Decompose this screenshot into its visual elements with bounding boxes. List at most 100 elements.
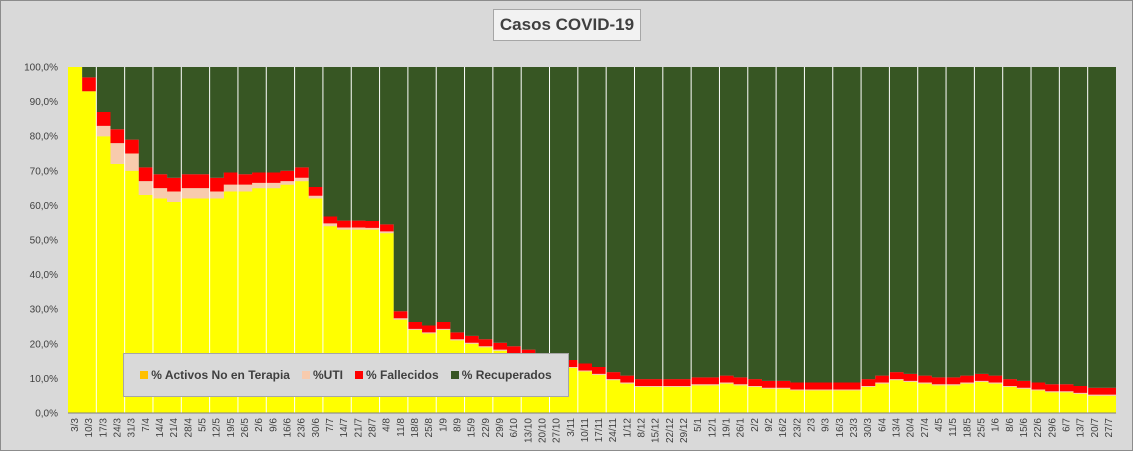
x-tick-label: 11/8	[396, 418, 407, 437]
x-tick-label: 18/8	[410, 418, 421, 438]
y-tick-label: 50,0%	[30, 236, 58, 247]
x-tick-label: 16/2	[778, 418, 789, 438]
x-tick-label: 26/5	[240, 418, 251, 438]
x-tick-label: 15/9	[467, 418, 478, 438]
x-tick-label: 4/8	[382, 418, 393, 432]
x-tick-label: 23/2	[792, 418, 803, 438]
legend-label-recuperados: % Recuperados	[461, 368, 552, 382]
x-tick-label: 8/9	[452, 418, 463, 432]
area-series-0	[68, 67, 1116, 413]
x-tick-label: 20/4	[906, 418, 917, 438]
x-tick-label: 3/11	[566, 418, 577, 437]
x-tick-label: 30/3	[863, 418, 874, 438]
x-tick-label: 13/7	[1076, 418, 1087, 438]
x-tick-label: 12/1	[707, 418, 718, 438]
x-tick-label: 4/5	[934, 418, 945, 432]
x-tick-label: 2/6	[254, 418, 265, 432]
x-tick-label: 21/4	[169, 418, 180, 438]
x-tick-label: 19/1	[722, 418, 733, 438]
legend-swatch-activos	[140, 371, 149, 379]
x-tick-label: 5/1	[693, 418, 704, 432]
x-tick-label: 28/7	[367, 418, 378, 438]
x-tick-label: 25/8	[424, 418, 435, 438]
x-tick-label: 29/9	[495, 418, 506, 438]
chart-title: Casos COVID-19	[493, 9, 641, 41]
y-tick-label: 10,0%	[30, 374, 58, 385]
legend-item-activos: % Activos No en Terapia	[140, 368, 290, 382]
legend-item-uti: %UTI	[301, 368, 343, 382]
x-tick-label: 27/7	[1104, 418, 1115, 438]
x-tick-label: 6/4	[877, 418, 888, 432]
x-tick-label: 27/4	[920, 418, 931, 438]
x-tick-label: 22/6	[1033, 418, 1044, 438]
x-tick-label: 8/12	[637, 418, 648, 438]
x-tick-label: 28/4	[183, 418, 194, 438]
x-tick-label: 9/2	[764, 418, 775, 432]
x-tick-label: 7/4	[141, 418, 152, 432]
legend-item-fallecidos: % Fallecidos	[354, 368, 439, 382]
area-series-3	[68, 67, 1116, 388]
x-tick-label: 21/7	[353, 418, 364, 438]
x-tick-label: 3/3	[70, 418, 81, 432]
legend-swatch-recuperados	[450, 371, 459, 379]
x-tick-label: 13/4	[891, 418, 902, 438]
x-tick-label: 29/6	[1047, 418, 1058, 438]
y-tick-label: 0,0%	[35, 409, 58, 420]
x-tick-label: 14/4	[155, 418, 166, 438]
x-tick-label: 15/6	[1019, 418, 1030, 438]
x-tick-label: 23/6	[297, 418, 308, 438]
legend-label-uti: %UTI	[312, 368, 343, 382]
y-tick-label: 30,0%	[30, 305, 58, 316]
chart-legend: % Activos No en Terapia %UTI % Fallecido…	[123, 353, 569, 397]
x-tick-label: 7/7	[325, 418, 336, 432]
x-tick-label: 24/11	[608, 418, 619, 443]
x-tick-label: 26/1	[736, 418, 747, 438]
y-tick-label: 40,0%	[30, 270, 58, 281]
x-tick-label: 29/12	[679, 418, 690, 443]
legend-swatch-uti	[301, 371, 310, 379]
x-tick-label: 6/10	[509, 418, 520, 438]
x-tick-label: 1/6	[991, 418, 1002, 432]
y-tick-label: 80,0%	[30, 132, 58, 143]
x-tick-label: 25/5	[976, 418, 987, 438]
x-tick-label: 1/9	[438, 418, 449, 432]
x-tick-label: 9/6	[268, 418, 279, 432]
x-tick-label: 2/3	[807, 418, 818, 432]
x-tick-label: 17/3	[98, 418, 109, 438]
x-tick-label: 18/5	[962, 418, 973, 438]
x-tick-label: 15/12	[651, 418, 662, 443]
x-tick-label: 30/6	[311, 418, 322, 438]
y-tick-label: 100,0%	[24, 63, 58, 74]
y-tick-label: 90,0%	[30, 97, 58, 108]
x-tick-label: 22/12	[665, 418, 676, 443]
x-tick-label: 20/7	[1090, 418, 1101, 438]
y-tick-label: 60,0%	[30, 201, 58, 212]
x-tick-label: 8/6	[1005, 418, 1016, 432]
legend-label-fallecidos: % Fallecidos	[365, 368, 439, 382]
legend-label-activos: % Activos No en Terapia	[151, 368, 290, 382]
x-tick-label: 20/10	[537, 418, 548, 443]
x-tick-label: 24/3	[113, 418, 124, 438]
x-tick-label: 16/3	[835, 418, 846, 438]
x-tick-label: 19/5	[226, 418, 237, 438]
x-tick-label: 5/5	[198, 418, 209, 432]
x-tick-label: 23/3	[849, 418, 860, 438]
x-tick-label: 12/5	[212, 418, 223, 438]
x-tick-label: 13/10	[523, 418, 534, 443]
x-tick-label: 14/7	[339, 418, 350, 438]
y-tick-label: 70,0%	[30, 166, 58, 177]
legend-swatch-fallecidos	[354, 371, 363, 379]
x-tick-label: 31/3	[127, 418, 138, 438]
y-tick-label: 20,0%	[30, 339, 58, 350]
x-tick-label: 17/11	[594, 418, 605, 443]
x-tick-label: 10/11	[580, 418, 591, 443]
x-tick-label: 10/3	[84, 418, 95, 438]
x-tick-label: 16/6	[283, 418, 294, 438]
x-tick-label: 27/10	[552, 418, 563, 443]
x-tick-label: 6/7	[1061, 418, 1072, 432]
legend-item-recuperados: % Recuperados	[450, 368, 552, 382]
x-tick-label: 2/2	[750, 418, 761, 432]
x-tick-label: 11/5	[948, 418, 959, 437]
x-tick-label: 22/9	[481, 418, 492, 438]
